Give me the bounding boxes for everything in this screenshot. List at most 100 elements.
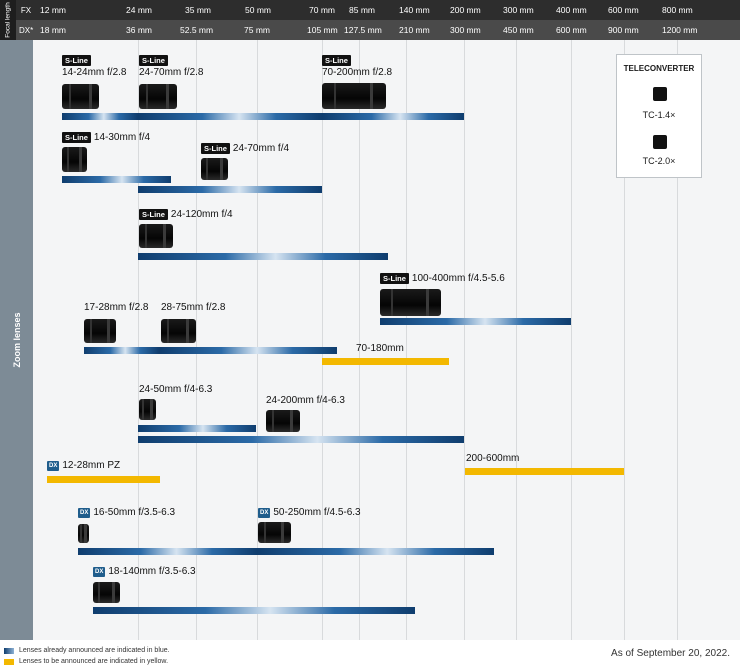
- range-bar: [78, 548, 257, 555]
- teleconverter-name: TC-2.0×: [642, 156, 676, 166]
- legend-text: Lenses to be announced are indicated in …: [19, 658, 169, 665]
- range-bar: [138, 113, 322, 120]
- range-bar: [322, 113, 464, 120]
- dx-tick: 450 mm: [503, 25, 534, 35]
- lens-name: 14-24mm f/2.8: [62, 67, 127, 78]
- range-bar: [138, 436, 464, 443]
- dx-header-row: DX* 18 mm 36 mm 52.5 mm 75 mm 105 mm 127…: [0, 20, 740, 40]
- teleconverter-name: TC-1.4×: [642, 110, 676, 120]
- dx-label: DX*: [19, 25, 34, 35]
- lens-image: [322, 83, 386, 109]
- fx-tick: 140 mm: [399, 5, 430, 15]
- dx-badge: DX: [78, 507, 91, 518]
- lens-label: S-Line 70-200mm f/2.8: [322, 55, 392, 78]
- range-bar-upcoming: [322, 358, 449, 365]
- dx-badge: DX: [93, 566, 106, 577]
- lens-image: [139, 399, 156, 420]
- range-bar: [62, 176, 171, 183]
- lens-name: 70-200mm f/2.8: [322, 67, 393, 78]
- lens-name: 24-120mm f/4: [170, 209, 233, 220]
- gridline: [677, 40, 678, 640]
- lens-label: DX 50-250mm f/4.5-6.3: [258, 507, 361, 518]
- fx-tick: 70 mm: [309, 5, 335, 15]
- lens-name: 24-70mm f/2.8: [139, 67, 204, 78]
- lens-image: [201, 158, 228, 180]
- dx-tick: 300 mm: [450, 25, 481, 35]
- lens-name: 24-200mm f/4-6.3: [266, 395, 345, 406]
- range-bar: [257, 548, 494, 555]
- sline-badge: S-Line: [201, 143, 230, 154]
- lens-name: 18-140mm f/3.5-6.3: [108, 566, 196, 577]
- as-of-date: As of September 20, 2022.: [611, 648, 730, 659]
- sline-badge: S-Line: [322, 55, 351, 66]
- sline-badge: S-Line: [139, 209, 168, 220]
- range-bar: [138, 425, 256, 432]
- lens-label: 70-180mm: [356, 343, 404, 354]
- lens-image: [139, 84, 177, 109]
- lens-name: 100-400mm f/4.5-5.6: [411, 273, 505, 284]
- dx-tick: 52.5 mm: [180, 25, 214, 35]
- lens-label: DX 16-50mm f/3.5-6.3: [78, 507, 175, 518]
- sline-badge: S-Line: [62, 132, 91, 143]
- lens-name: 200-600mm: [466, 453, 520, 464]
- fx-tick: 50 mm: [245, 5, 271, 15]
- fx-label: FX: [20, 5, 32, 15]
- range-bar: [93, 607, 415, 614]
- dx-tick: 105 mm: [307, 25, 338, 35]
- lens-name: 16-50mm f/3.5-6.3: [93, 507, 176, 518]
- legend-swatch-blue: [4, 647, 14, 654]
- lens-label: DX 12-28mm PZ: [47, 460, 120, 471]
- focal-length-text: Focal length: [4, 2, 12, 38]
- fx-tick: 12 mm: [40, 5, 66, 15]
- dx-badge: DX: [258, 507, 271, 518]
- fx-tick: 800 mm: [662, 5, 693, 15]
- lens-label: S-Line 24-120mm f/4: [139, 209, 233, 220]
- sline-badge: S-Line: [380, 273, 409, 284]
- range-bar-upcoming: [47, 476, 160, 483]
- sline-badge: S-Line: [139, 55, 168, 66]
- lens-label: 17-28mm f/2.8: [84, 302, 148, 313]
- dx-tick: 18 mm: [40, 25, 66, 35]
- dx-tick: 210 mm: [399, 25, 430, 35]
- range-bar: [62, 113, 138, 120]
- teleconverter-image: [653, 87, 667, 101]
- dx-tick: 1200 mm: [662, 25, 698, 35]
- lens-label: DX 18-140mm f/3.5-6.3: [93, 566, 196, 577]
- sline-badge: S-Line: [62, 55, 91, 66]
- lens-image: [380, 289, 441, 316]
- lens-label: S-Line 24-70mm f/2.8: [139, 55, 203, 78]
- teleconverter-box: TELECONVERTER TC-1.4× TC-2.0×: [616, 54, 702, 178]
- lens-image: [62, 147, 87, 172]
- dx-tick: 127.5 mm: [344, 25, 382, 35]
- fx-tick: 600 mm: [608, 5, 639, 15]
- lens-name: 24-50mm f/4-6.3: [139, 384, 213, 395]
- legend-text: Lenses already announced are indicated i…: [19, 647, 170, 654]
- zoom-lenses-label: Zoom lenses: [0, 40, 33, 640]
- lens-label: S-Line 100-400mm f/4.5-5.6: [380, 273, 505, 284]
- gridline: [138, 40, 139, 640]
- teleconverter-image: [653, 135, 667, 149]
- legend-swatch-yellow: [4, 658, 14, 665]
- fx-tick: 400 mm: [556, 5, 587, 15]
- lens-label: 24-200mm f/4-6.3: [266, 395, 345, 406]
- lens-name: 12-28mm PZ: [62, 460, 121, 471]
- fx-header-row: FX 12 mm 24 mm 35 mm 50 mm 70 mm 85 mm 1…: [0, 0, 740, 20]
- fx-tick: 300 mm: [503, 5, 534, 15]
- lens-label: 24-50mm f/4-6.3: [139, 384, 212, 395]
- lens-image: [258, 522, 291, 543]
- lens-name: 28-75mm f/2.8: [161, 302, 226, 313]
- gridline: [464, 40, 465, 640]
- dx-tick: 900 mm: [608, 25, 639, 35]
- fx-tick: 24 mm: [126, 5, 152, 15]
- lens-label: 28-75mm f/2.8: [161, 302, 225, 313]
- range-bar: [380, 318, 571, 325]
- range-bar: [138, 186, 322, 193]
- lens-name: 50-250mm f/4.5-6.3: [273, 507, 361, 518]
- gridline: [257, 40, 258, 640]
- focal-length-label: Focal length: [0, 0, 16, 40]
- fx-tick: 85 mm: [349, 5, 375, 15]
- lens-label: S-Line 14-24mm f/2.8: [62, 55, 126, 78]
- fx-tick: 200 mm: [450, 5, 481, 15]
- lens-image: [139, 224, 173, 248]
